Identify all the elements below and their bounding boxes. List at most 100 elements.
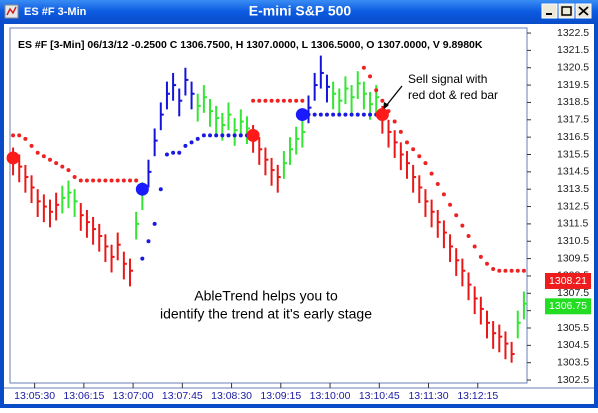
x-tick-label: 13:12:15 — [457, 390, 498, 402]
trend-dot — [318, 112, 323, 117]
y-tick-label: 1304.5 — [557, 339, 589, 351]
annotation-arrow — [385, 85, 403, 107]
trend-dot — [300, 98, 305, 103]
y-tick-label: 1313.5 — [557, 183, 589, 195]
signal-dot — [375, 108, 389, 122]
price-tag-label: 1306.75 — [549, 300, 587, 312]
trend-dot — [84, 178, 89, 183]
window-icon-graph — [6, 6, 17, 16]
y-tick-label: 1319.5 — [557, 79, 589, 91]
trend-dot — [478, 254, 483, 259]
y-tick-label: 1318.5 — [557, 96, 589, 108]
trend-dot — [257, 98, 262, 103]
trend-dot — [220, 133, 225, 138]
x-tick-label: 13:05:30 — [14, 390, 55, 402]
trend-dot — [226, 133, 231, 138]
trend-dot — [343, 112, 348, 117]
y-tick-label: 1309.5 — [557, 252, 589, 264]
maximize-icon — [561, 6, 572, 16]
trend-dot — [484, 261, 489, 266]
trend-dot — [152, 221, 157, 226]
y-tick-label: 1316.5 — [557, 131, 589, 143]
trend-dot — [435, 181, 440, 186]
signal-dot — [135, 182, 149, 196]
trend-dot — [121, 178, 126, 183]
trend-dot — [140, 256, 145, 261]
trend-dot — [91, 178, 96, 183]
signal-dot — [6, 151, 20, 165]
trend-dot — [35, 150, 40, 155]
trend-dot — [281, 98, 286, 103]
trend-dot — [515, 268, 520, 273]
trend-dot — [41, 154, 46, 159]
x-tick-label: 13:08:30 — [211, 390, 252, 402]
price-tag-label: 1308.21 — [549, 275, 587, 287]
trend-dot — [472, 244, 477, 249]
y-tick-label: 1314.5 — [557, 166, 589, 178]
minimize-button[interactable] — [541, 3, 558, 19]
trend-dot — [208, 133, 213, 138]
y-tick-label: 1317.5 — [557, 114, 589, 126]
annotation: Sell signal with — [408, 72, 487, 86]
trend-dot — [429, 171, 434, 176]
window-title: ES #F 3-Min — [24, 6, 87, 18]
x-tick-label: 13:07:45 — [162, 390, 203, 402]
trend-dot — [66, 168, 71, 173]
trend-dot — [134, 178, 139, 183]
trend-dot — [312, 112, 317, 117]
trend-dot — [331, 112, 336, 117]
y-tick-label: 1302.5 — [557, 374, 589, 386]
trend-dot — [460, 223, 465, 228]
y-tick-label: 1307.5 — [557, 287, 589, 299]
trend-dot — [380, 98, 385, 103]
chart-title: E-mini S&P 500 — [249, 3, 352, 19]
trend-dot — [411, 147, 416, 152]
trend-dot — [201, 133, 206, 138]
close-icon — [578, 6, 589, 16]
annotation: AbleTrend helps you to — [194, 288, 338, 304]
trend-dot — [158, 187, 163, 192]
trend-dot — [324, 112, 329, 117]
trend-dot — [448, 202, 453, 207]
trend-dot — [466, 234, 471, 239]
trend-dot — [368, 112, 373, 117]
trend-dot — [294, 98, 299, 103]
trend-dot — [97, 178, 102, 183]
x-tick-label: 13:10:45 — [359, 390, 400, 402]
trend-dot — [48, 157, 53, 162]
y-tick-label: 1321.5 — [557, 44, 589, 56]
y-tick-label: 1305.5 — [557, 322, 589, 334]
trend-dot — [146, 239, 151, 244]
y-tick-label: 1315.5 — [557, 148, 589, 160]
y-tick-label: 1303.5 — [557, 356, 589, 368]
trend-dot — [128, 178, 133, 183]
price-tag — [545, 298, 591, 315]
signal-dot — [295, 108, 309, 122]
trend-dot — [521, 268, 526, 273]
trend-dot — [392, 119, 397, 124]
trend-dot — [355, 112, 360, 117]
window-buttons — [541, 3, 592, 19]
x-tick-label: 13:07:00 — [113, 390, 154, 402]
x-tick-label: 13:09:15 — [260, 390, 301, 402]
trend-dot — [214, 133, 219, 138]
trend-dot — [275, 98, 280, 103]
trend-dot — [195, 136, 200, 141]
trend-dot — [361, 112, 366, 117]
y-tick-label: 1311.5 — [557, 218, 588, 230]
trend-dot — [497, 268, 502, 273]
trend-dot — [189, 140, 194, 145]
trend-dot — [60, 164, 65, 169]
trend-dot — [183, 143, 188, 148]
y-tick-label: 1310.5 — [557, 235, 589, 247]
title-bar — [0, 0, 598, 24]
x-tick-label: 13:10:00 — [310, 390, 351, 402]
trend-dot — [54, 161, 59, 166]
trend-dot — [171, 150, 176, 155]
annotation: red dot & red bar — [408, 88, 498, 102]
trend-dot — [164, 152, 169, 157]
trend-dot — [109, 178, 114, 183]
trend-dot — [398, 129, 403, 134]
x-tick-label: 13:06:15 — [63, 390, 104, 402]
